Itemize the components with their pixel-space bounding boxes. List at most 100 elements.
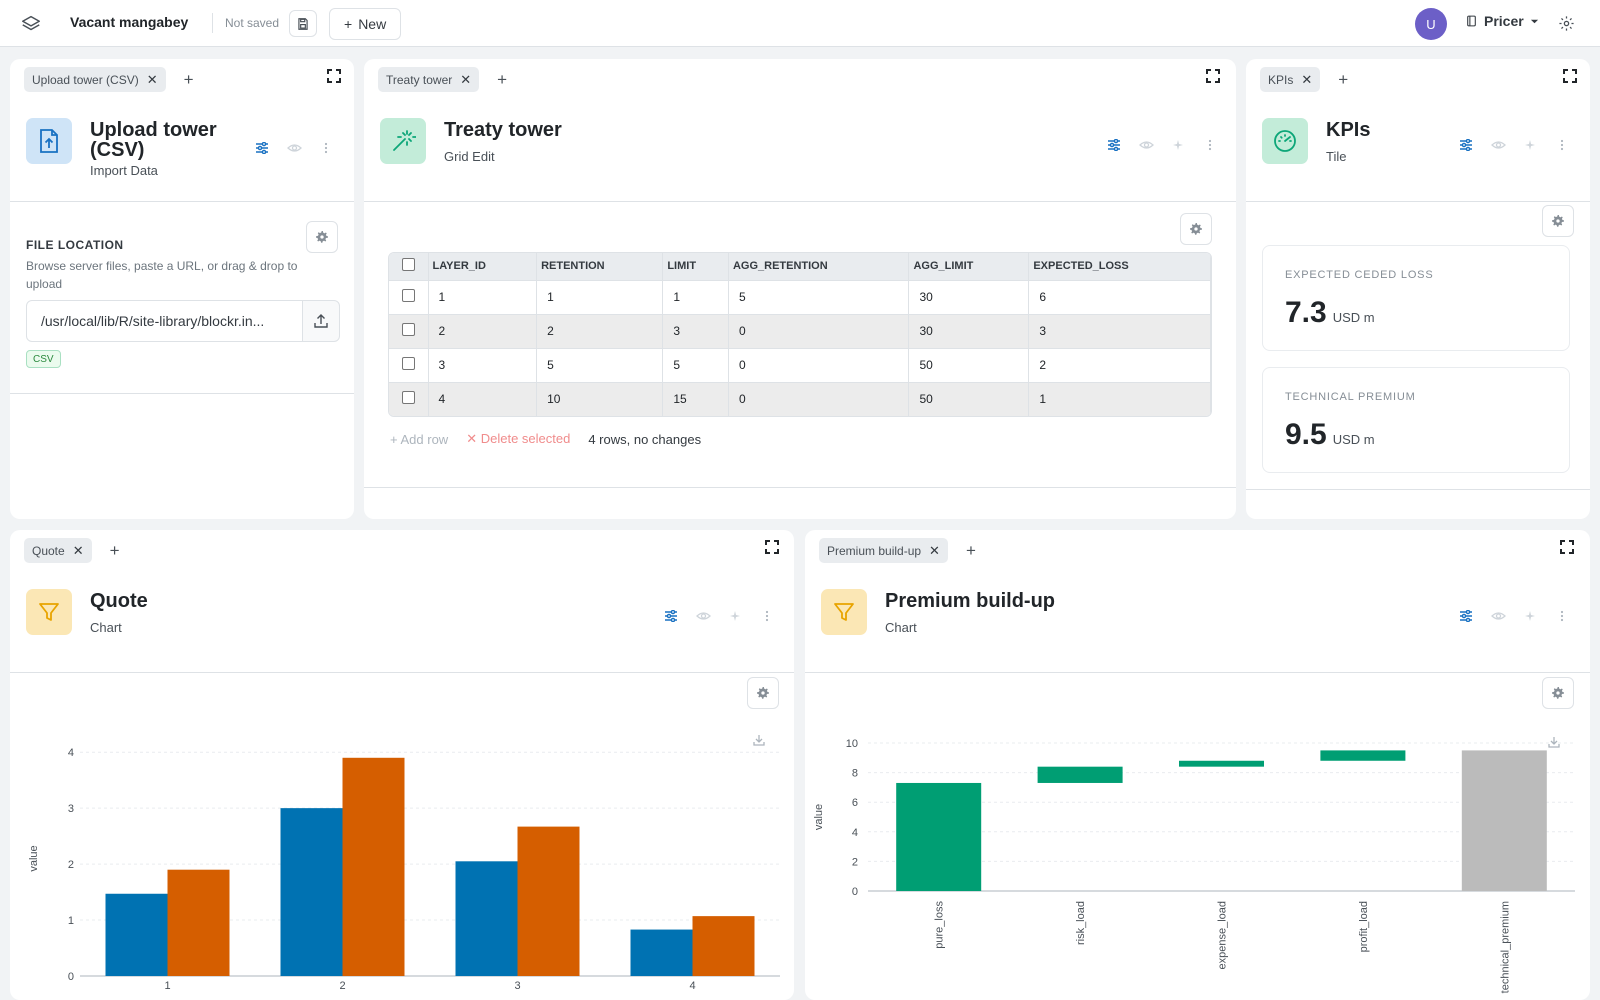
expand-icon[interactable]	[327, 69, 341, 83]
close-icon[interactable]: ✕	[929, 542, 940, 558]
tab-treaty-tower[interactable]: Treaty tower ✕	[378, 67, 480, 92]
add-row-button[interactable]: + Add row	[390, 431, 449, 447]
block-settings-button[interactable]	[747, 677, 779, 709]
add-tab-button[interactable]: +	[497, 70, 508, 89]
eye-icon[interactable]	[1490, 608, 1506, 624]
eye-icon[interactable]	[286, 140, 302, 156]
table-cell[interactable]: 6	[1028, 279, 1211, 314]
close-icon[interactable]: ✕	[460, 71, 472, 87]
close-icon[interactable]: ✕	[146, 71, 158, 87]
file-path-input[interactable]: /usr/local/lib/R/site-library/blockr.in.…	[26, 300, 314, 342]
more-icon[interactable]	[759, 608, 775, 624]
table-cell[interactable]: 1	[662, 279, 729, 314]
table-cell[interactable]: 3	[1028, 313, 1211, 348]
x-tick-label: 2	[339, 980, 345, 992]
table-cell[interactable]: 0	[728, 381, 910, 416]
column-header[interactable]: AGG_LIMIT	[908, 253, 1030, 280]
table-cell[interactable]: 30	[908, 279, 1030, 314]
expand-icon[interactable]	[765, 540, 779, 554]
column-header[interactable]: LAYER_ID	[428, 253, 538, 280]
column-header[interactable]: AGG_RETENTION	[728, 253, 910, 280]
eye-icon[interactable]	[695, 608, 711, 624]
table-cell[interactable]: 3	[428, 347, 538, 382]
sliders-icon[interactable]	[1106, 137, 1122, 153]
block-settings-button[interactable]	[1542, 205, 1574, 237]
tab-kpis[interactable]: KPIs ✕	[1260, 67, 1321, 92]
more-icon[interactable]	[318, 140, 334, 156]
table-cell[interactable]: 10	[536, 381, 664, 416]
add-tab-button[interactable]: +	[109, 541, 120, 560]
sparkle-icon[interactable]	[727, 608, 743, 624]
add-tab-button[interactable]: +	[1338, 70, 1349, 89]
sliders-icon[interactable]	[1458, 608, 1474, 624]
avatar[interactable]: U	[1415, 8, 1447, 40]
eye-icon[interactable]	[1490, 137, 1506, 153]
sliders-icon[interactable]	[663, 608, 679, 624]
tab-premium-buildup[interactable]: Premium build-up ✕	[819, 538, 948, 563]
more-icon[interactable]	[1202, 137, 1218, 153]
sparkle-icon[interactable]	[1522, 608, 1538, 624]
more-icon[interactable]	[1554, 137, 1570, 153]
tab-upload-tower[interactable]: Upload tower (CSV) ✕	[24, 67, 166, 92]
divider	[10, 393, 354, 394]
table-cell[interactable]: 1	[428, 279, 538, 314]
row-checkbox[interactable]	[401, 323, 415, 336]
expand-icon[interactable]	[1206, 69, 1220, 83]
column-header[interactable]: RETENTION	[536, 253, 664, 280]
select-all-checkbox[interactable]	[401, 258, 415, 272]
download-icon[interactable]	[1548, 737, 1560, 748]
block-title: KPIs	[1326, 119, 1371, 141]
table-cell[interactable]: 5	[536, 347, 664, 382]
settings-icon[interactable]	[1558, 15, 1575, 32]
add-tab-button[interactable]: +	[965, 541, 976, 560]
table-cell[interactable]: 0	[728, 347, 910, 382]
table-cell[interactable]: 5	[662, 347, 729, 382]
sparkle-icon[interactable]	[1522, 137, 1538, 153]
close-icon[interactable]: ✕	[72, 542, 84, 558]
table-cell[interactable]: 2	[1028, 347, 1211, 382]
table-cell[interactable]: 0	[728, 313, 910, 348]
table-cell[interactable]: 2	[536, 313, 664, 348]
table-cell[interactable]: 5	[728, 279, 910, 314]
x-tick-label: 1	[164, 980, 170, 992]
layers-icon[interactable]	[20, 13, 42, 35]
bar	[105, 893, 168, 976]
eye-icon[interactable]	[1138, 137, 1154, 153]
table-cell[interactable]: 1	[536, 279, 664, 314]
close-icon[interactable]: ✕	[1301, 71, 1313, 87]
caret-down-icon	[1530, 19, 1538, 23]
tab-quote[interactable]: Quote ✕	[24, 538, 92, 563]
column-header[interactable]: EXPECTED_LOSS	[1028, 253, 1211, 280]
table-cell[interactable]: 50	[908, 347, 1030, 382]
download-icon[interactable]	[753, 735, 765, 746]
block-settings-button[interactable]	[306, 221, 338, 253]
delete-selected-button[interactable]: ✕ Delete selected	[466, 431, 571, 446]
row-checkbox[interactable]	[401, 391, 415, 405]
table-cell[interactable]: 4	[428, 381, 538, 416]
sliders-icon[interactable]	[254, 140, 270, 156]
more-icon[interactable]	[1554, 608, 1570, 624]
expand-icon[interactable]	[1563, 69, 1577, 83]
save-button[interactable]	[289, 10, 317, 37]
table-cell[interactable]: 30	[908, 313, 1030, 348]
table-cell[interactable]: 3	[662, 313, 729, 348]
add-tab-button[interactable]: +	[183, 70, 194, 89]
upload-button[interactable]	[302, 300, 340, 342]
workspace-menu[interactable]: Pricer	[1465, 13, 1539, 29]
table-cell[interactable]: 50	[908, 381, 1030, 416]
table-cell[interactable]: 1	[1028, 381, 1211, 416]
expand-icon[interactable]	[1560, 540, 1574, 554]
row-checkbox[interactable]	[401, 289, 415, 302]
new-button[interactable]: + New	[329, 8, 402, 40]
table-cell[interactable]: 2	[428, 313, 538, 348]
workspace-title[interactable]: Vacant mangabey	[70, 14, 189, 30]
table-cell[interactable]: 15	[662, 381, 729, 416]
column-header[interactable]: LIMIT	[662, 253, 729, 280]
block-icon	[1262, 118, 1308, 164]
block-settings-button[interactable]	[1542, 677, 1574, 709]
block-settings-button[interactable]	[1180, 213, 1212, 245]
x-tick-label: profit_load	[1358, 901, 1370, 952]
row-checkbox[interactable]	[401, 357, 415, 370]
sliders-icon[interactable]	[1458, 137, 1474, 153]
sparkle-icon[interactable]	[1170, 137, 1186, 153]
